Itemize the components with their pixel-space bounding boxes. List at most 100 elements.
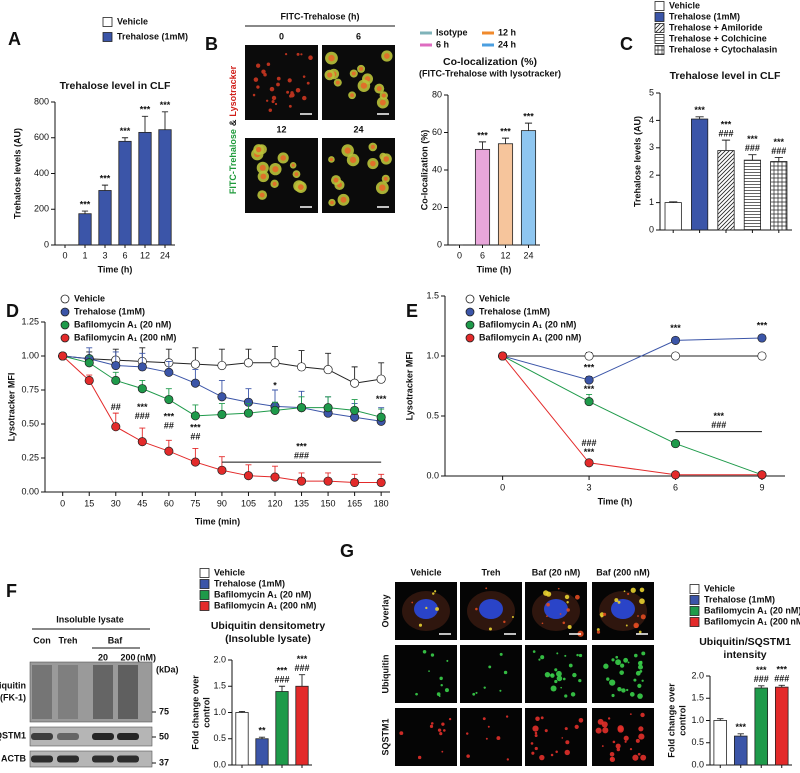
y-tick-label: 20 bbox=[432, 202, 442, 212]
cell-signal bbox=[288, 104, 292, 108]
cell-signal bbox=[441, 750, 444, 753]
unit-label: (nM) bbox=[137, 652, 156, 662]
cell-signal bbox=[565, 740, 570, 745]
blot-smear bbox=[93, 665, 113, 719]
point bbox=[376, 412, 386, 422]
y-axis-label: control bbox=[201, 697, 211, 728]
blot bbox=[29, 750, 153, 768]
legend-label: Vehicle bbox=[669, 0, 700, 10]
nucleus bbox=[611, 599, 635, 619]
x-tick-label: 6 bbox=[480, 250, 485, 260]
x-tick-label: 12 bbox=[500, 250, 510, 260]
cell-signal bbox=[511, 615, 514, 619]
cell-signal bbox=[629, 747, 633, 751]
cell-signal bbox=[637, 683, 642, 688]
cell-signal bbox=[637, 615, 639, 617]
legend-label: Trehalose + Cytochalasin bbox=[669, 44, 777, 54]
y-tick-label: 0 bbox=[649, 224, 654, 234]
point bbox=[190, 378, 200, 388]
cell-signal bbox=[567, 624, 572, 629]
significance-label: *** bbox=[277, 666, 288, 676]
significance-label: ### bbox=[135, 411, 150, 421]
x-tick-label: 60 bbox=[164, 498, 174, 508]
y-tick-label: 60 bbox=[432, 127, 442, 137]
x-tick-label: 0 bbox=[457, 250, 462, 260]
cell-signal bbox=[418, 623, 423, 627]
y-tick-label: 0 bbox=[437, 239, 442, 249]
significance-label: *** bbox=[140, 105, 151, 115]
cell-signal bbox=[290, 91, 294, 95]
y-tick-label: 0.5 bbox=[691, 737, 704, 747]
y-tick-label: 0.00 bbox=[21, 486, 39, 496]
cell-signal bbox=[531, 751, 535, 755]
x-tick-label: 15 bbox=[84, 498, 94, 508]
cell-signal bbox=[639, 598, 645, 605]
legend-label: Bafilomycin A₁ (20 nM) bbox=[704, 605, 800, 615]
point bbox=[137, 437, 147, 447]
cell-signal bbox=[488, 665, 492, 669]
cell-signal bbox=[286, 90, 290, 94]
cell-signal bbox=[638, 630, 642, 634]
y-tick-label: 2.0 bbox=[691, 670, 704, 680]
legend-label: Bafilomycin A₁ (200 nM) bbox=[479, 332, 581, 342]
cell-signal bbox=[475, 607, 478, 611]
cell-signal bbox=[435, 607, 440, 611]
cell-signal bbox=[617, 600, 621, 604]
legend-label: Bafilomycin A₁ (200 nM) bbox=[74, 332, 176, 342]
cell-signal bbox=[633, 653, 638, 658]
error-bar bbox=[778, 684, 785, 688]
blot-header: Insoluble lysate bbox=[56, 614, 124, 624]
legend-label: Trehalose (1mM) bbox=[117, 31, 188, 41]
significance-label: *** bbox=[80, 199, 91, 209]
y-tick-label: 80 bbox=[432, 89, 442, 99]
panel-label: B bbox=[205, 34, 218, 54]
image-row-label: Ubiquitin bbox=[380, 655, 390, 694]
marker-label: 37 bbox=[159, 757, 169, 767]
chart-title: (Insoluble lysate) bbox=[225, 633, 311, 645]
image-label: 24 bbox=[353, 124, 363, 134]
series-line bbox=[502, 355, 762, 476]
series-line bbox=[502, 355, 763, 476]
cell-signal bbox=[550, 673, 555, 678]
error-bar bbox=[721, 139, 731, 151]
y-axis-label: Trehalose levels (AU) bbox=[632, 116, 642, 207]
cell-signal bbox=[625, 624, 628, 627]
cell-signal bbox=[626, 688, 629, 692]
cell-signal bbox=[370, 160, 376, 167]
cell-signal bbox=[599, 612, 605, 617]
significance-label: *** bbox=[160, 100, 171, 110]
cell-signal bbox=[606, 677, 610, 681]
error-bar bbox=[278, 685, 286, 692]
y-tick-label: 0.0 bbox=[213, 759, 226, 769]
point bbox=[350, 378, 360, 388]
cell-signal bbox=[614, 598, 619, 603]
cell-signal bbox=[562, 677, 566, 681]
point bbox=[757, 351, 767, 361]
significance-label: *** bbox=[735, 722, 746, 732]
cell-signal bbox=[561, 737, 564, 739]
cell-signal bbox=[370, 144, 375, 150]
cell-signal bbox=[566, 601, 569, 604]
image-row-label: Overlay bbox=[380, 594, 390, 627]
legend-swatch bbox=[654, 23, 665, 33]
error-bar bbox=[141, 115, 149, 133]
legend-swatch bbox=[102, 32, 113, 42]
point bbox=[323, 476, 333, 486]
cell-signal bbox=[276, 82, 280, 87]
error-bar bbox=[478, 141, 487, 150]
x-tick-label: 135 bbox=[294, 498, 309, 508]
error-bar bbox=[774, 156, 783, 162]
legend-label: Bafilomycin A₁ (200 nM) bbox=[704, 616, 800, 626]
point bbox=[84, 375, 94, 386]
image-label: 12 bbox=[276, 124, 286, 134]
cell-signal bbox=[360, 82, 367, 89]
cell-signal bbox=[466, 732, 469, 735]
y-tick-label: 1.0 bbox=[691, 715, 704, 725]
cell-signal bbox=[256, 63, 261, 68]
chart-title: Ubiquitin/SQSTM1 bbox=[699, 636, 791, 648]
significance-label: *** bbox=[296, 441, 307, 451]
cell-signal bbox=[503, 670, 508, 675]
x-tick-label: 1 bbox=[82, 250, 87, 260]
cell-signal bbox=[615, 659, 622, 666]
lane-label: Baf bbox=[108, 635, 124, 645]
